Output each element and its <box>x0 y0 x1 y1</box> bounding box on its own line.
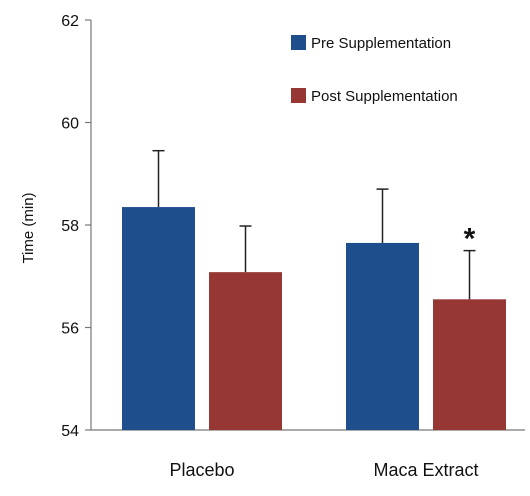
bar <box>209 272 282 430</box>
legend-label: Pre Supplementation <box>311 35 451 52</box>
bar <box>433 299 506 430</box>
bar <box>346 242 419 430</box>
bar <box>122 207 195 430</box>
y-tick-label: 56 <box>61 321 79 338</box>
category-label: Placebo <box>169 460 234 480</box>
legend: Pre Supplementation Post Supplementation <box>291 35 458 105</box>
y-tick-label: 58 <box>61 218 79 235</box>
y-axis-title: Time (min) <box>20 192 37 263</box>
legend-label: Post Supplementation <box>311 88 458 105</box>
category-label: Maca Extract <box>373 460 478 480</box>
bars <box>122 207 506 430</box>
y-tick-label: 62 <box>61 13 79 30</box>
category-labels: Placebo Maca Extract <box>169 460 478 480</box>
y-ticks: 54 56 58 60 62 <box>61 13 91 440</box>
legend-swatch <box>291 88 306 103</box>
legend-swatch <box>291 35 306 50</box>
significance-marker: * <box>464 223 476 256</box>
y-tick-label: 60 <box>61 116 79 133</box>
y-tick-label: 54 <box>61 423 79 440</box>
error-bars <box>152 149 476 300</box>
annotations: * <box>464 223 476 256</box>
